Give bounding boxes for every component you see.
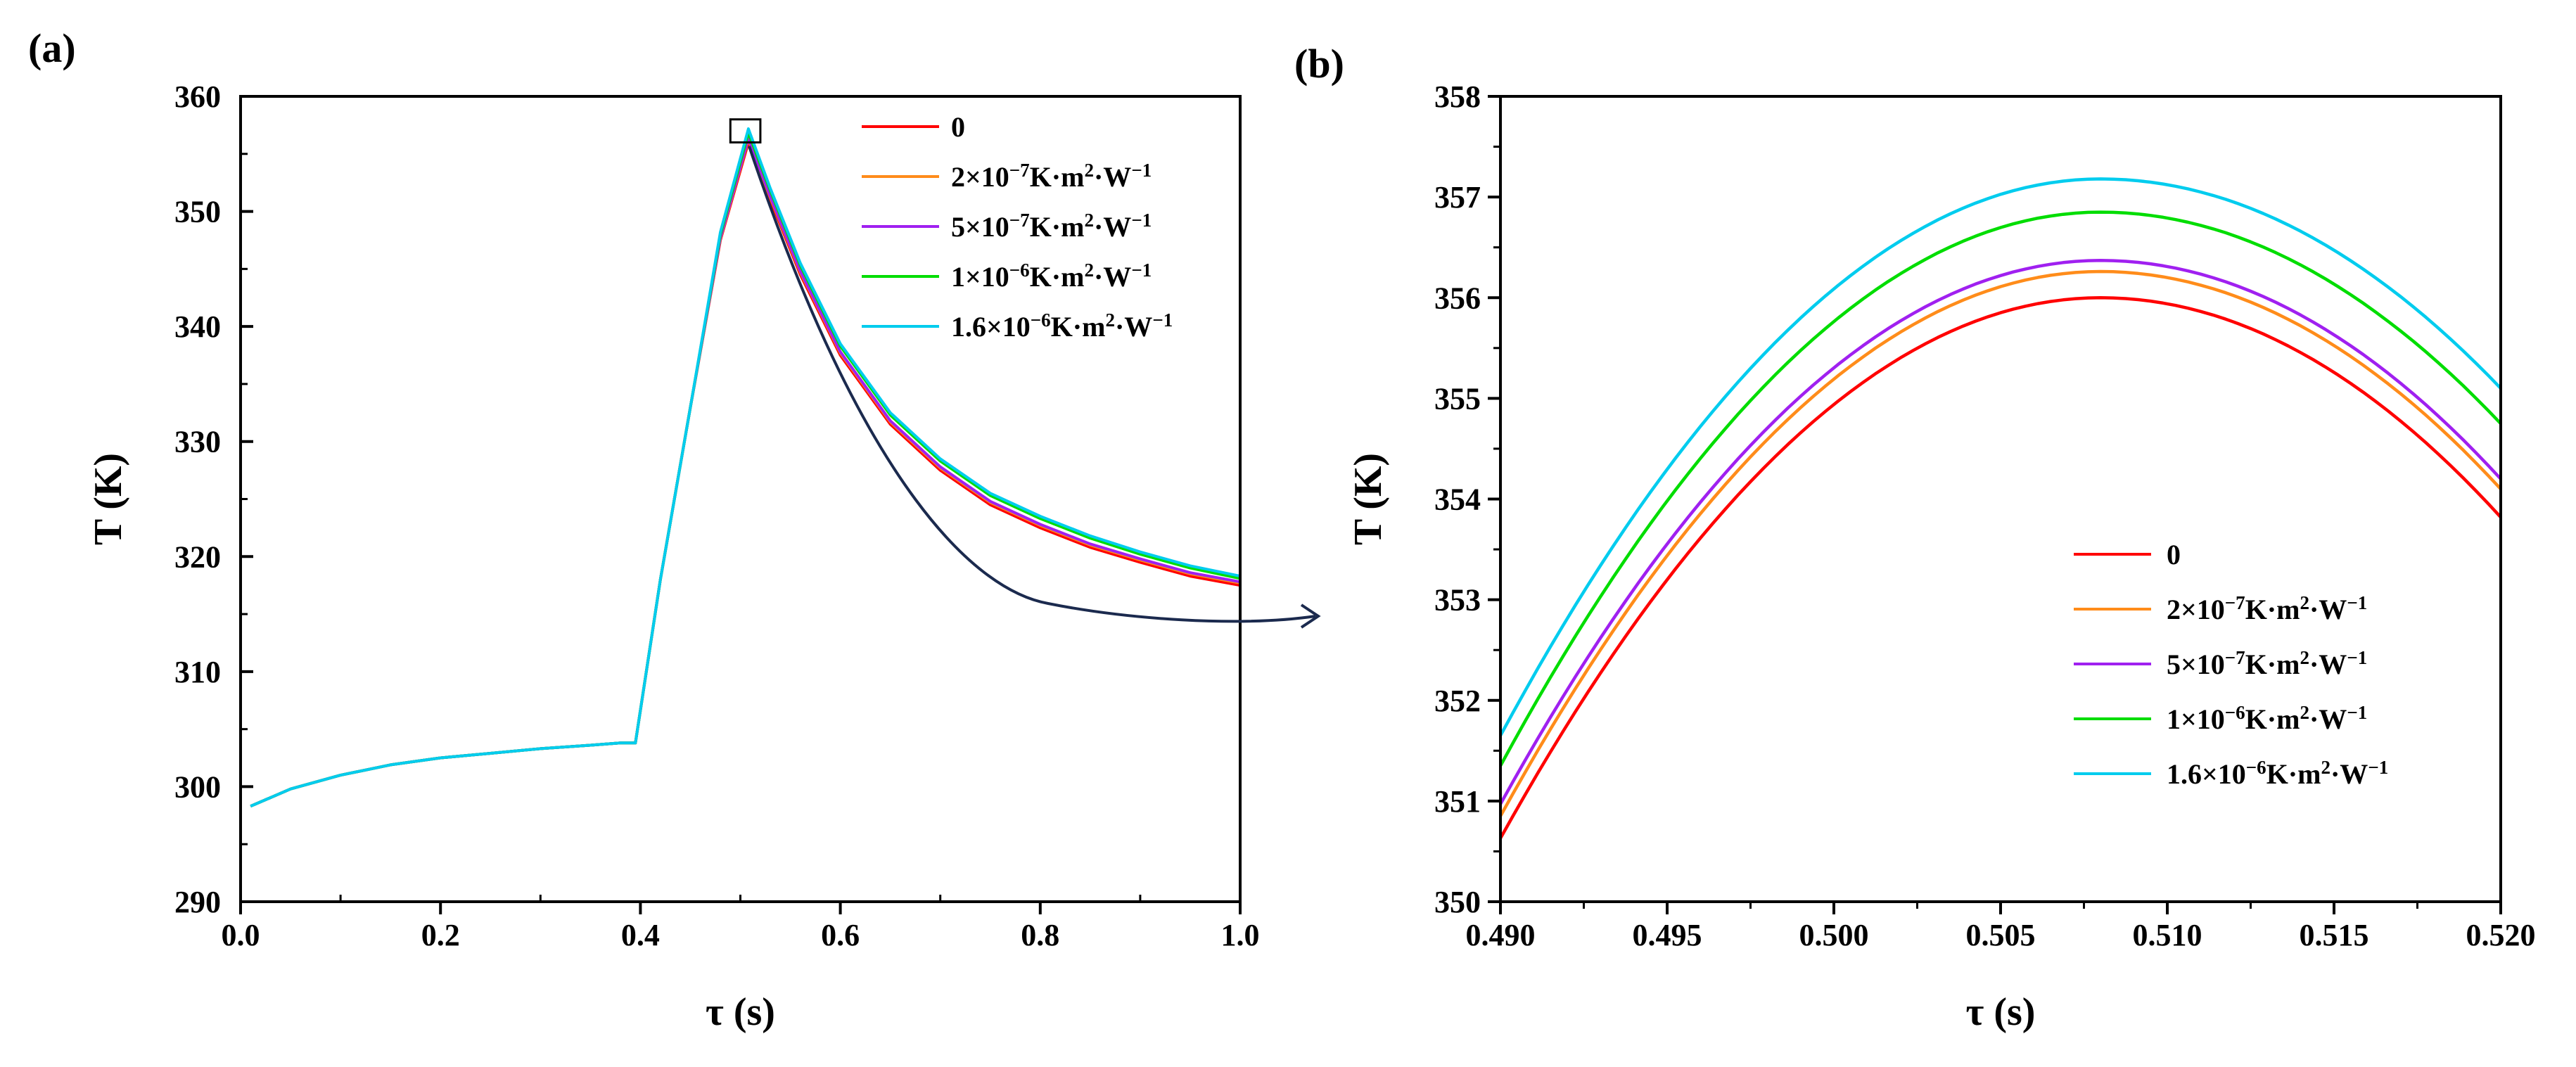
series-line-4 [1500,177,2501,736]
y-axis-title: T (K) [1346,453,1390,545]
x-tick-label: 0.510 [2133,918,2202,952]
series-line-2 [250,136,1240,808]
y-tick-label: 310 [174,655,221,689]
legend-entry-0: 0 [951,111,965,143]
y-tick-label: 350 [174,195,221,229]
chart-a: 0.0 0.2 0.4 0.6 0.8 1.0 290 300 310 320 330 340 350 3… [87,79,1260,1034]
x-tick-label: 0.515 [2300,918,2369,952]
x-tick-label: 0.500 [1799,918,1869,952]
legend-entry-0: 0 [2167,539,2181,570]
x-tick-label: 0.6 [821,918,860,952]
x-tick-label: 0.490 [1466,918,1536,952]
series-group [250,127,1240,808]
x-tick-label: 0.495 [1633,918,1702,952]
series-line-1 [250,138,1240,808]
ticks: 0.0 0.2 0.4 0.6 0.8 1.0 290 300 310 320 330 340 350 3… [174,79,1260,952]
panel-b-label: (b) [1294,41,1344,87]
legend-entry-1: 2×10−7K·m2·W−1 [2167,592,2367,625]
annotations [748,146,1321,629]
x-axis-title: τ (s) [706,990,775,1034]
chart-b: 0.490 0.495 0.500 0.505 0.510 0.515 0.520 350 35… [1346,79,2536,1034]
x-axis-title: τ (s) [1966,990,2036,1034]
y-axis-title: T (K) [87,453,130,545]
series-line-3 [250,131,1240,808]
legend-entry-4: 1.6×10−6K·m2·W−1 [2167,757,2388,790]
y-tick-label: 360 [174,79,221,114]
ticks: 0.490 0.495 0.500 0.505 0.510 0.515 0.520 350 35… [1434,79,2536,952]
series-line-3 [1500,210,2501,767]
y-tick-label: 300 [174,769,221,804]
series-line-4 [250,127,1240,808]
legend: 0 2×10−7K·m2·W−1 5×10−7K·m2·W−1 1×10−6K·m2·… [2074,539,2388,790]
y-tick-label: 358 [1434,79,1481,114]
y-tick-label: 330 [174,425,221,459]
x-tick-label: 1.0 [1221,918,1260,952]
zoom-box [729,118,762,143]
legend: 0 2×10−7K·m2·W−1 5×10−7K·m2·W−1 1×10−6K·m2·… [862,111,1173,343]
series-line-0 [250,141,1240,808]
x-tick-label: 0.4 [621,918,660,952]
y-tick-label: 351 [1434,784,1481,819]
y-tick-label: 352 [1434,684,1481,718]
x-tick-label: 0.520 [2466,918,2536,952]
y-tick-label: 320 [174,539,221,574]
y-tick-label: 290 [174,885,221,919]
x-tick-label: 0.505 [1966,918,2036,952]
legend-entry-4: 1.6×10−6K·m2·W−1 [951,309,1173,343]
x-tick-label: 0.2 [421,918,460,952]
panel-a-label: (a) [28,25,76,71]
y-tick-label: 355 [1434,381,1481,416]
series-line-1 [1500,269,2501,817]
x-tick-label: 0.8 [1021,918,1059,952]
y-tick-label: 354 [1434,483,1481,517]
series-group [1500,177,2501,839]
legend-entry-3: 1×10−6K·m2·W−1 [2167,702,2367,735]
legend-entry-1: 2×10−7K·m2·W−1 [951,160,1152,193]
y-tick-label: 353 [1434,583,1481,618]
legend-entry-2: 5×10−7K·m2·W−1 [951,210,1152,243]
y-tick-label: 357 [1434,180,1481,215]
zoom-arrow-head [1300,603,1321,629]
series-line-2 [1500,259,2501,805]
zoom-arrow [748,146,1316,623]
x-tick-label: 0.0 [222,918,260,952]
legend-entry-3: 1×10−6K·m2·W−1 [951,260,1152,293]
legend-entry-2: 5×10−7K·m2·W−1 [2167,647,2367,680]
y-tick-label: 350 [1434,885,1481,919]
y-tick-label: 356 [1434,281,1481,315]
series-line-0 [1500,296,2501,839]
y-tick-label: 340 [174,309,221,344]
